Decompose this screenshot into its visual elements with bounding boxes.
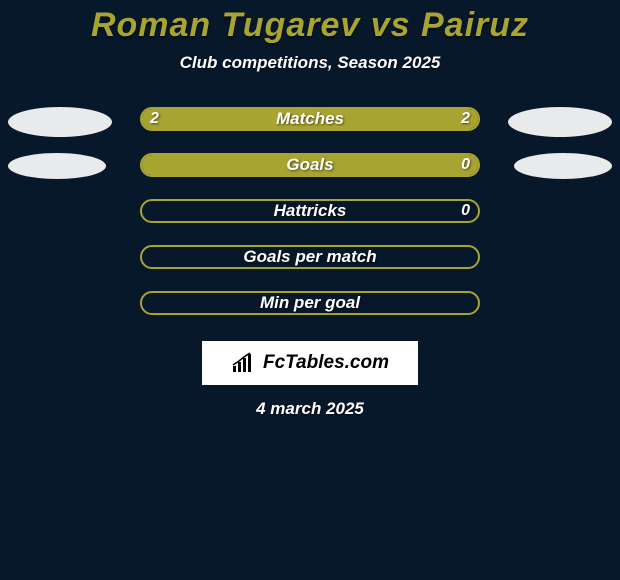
stat-row: Hattricks0 bbox=[0, 199, 620, 245]
player-avatar-left bbox=[8, 107, 112, 137]
stat-bar-left bbox=[142, 109, 310, 129]
player-avatar-left bbox=[8, 153, 106, 179]
stat-bar-track bbox=[140, 153, 480, 177]
stat-bar-right bbox=[310, 109, 478, 129]
subtitle: Club competitions, Season 2025 bbox=[0, 53, 620, 73]
comparison-infographic: Roman Tugarev vs Pairuz Club competition… bbox=[0, 0, 620, 580]
page-title: Roman Tugarev vs Pairuz bbox=[0, 0, 620, 45]
stat-bar-track bbox=[140, 245, 480, 269]
brand-badge: FcTables.com bbox=[202, 341, 418, 385]
chart-bars-icon bbox=[231, 352, 257, 374]
stat-row: Goals per match bbox=[0, 245, 620, 291]
stat-row: Matches22 bbox=[0, 107, 620, 153]
stat-row: Goals0 bbox=[0, 153, 620, 199]
player-avatar-right bbox=[514, 153, 612, 179]
stat-bar-track bbox=[140, 199, 480, 223]
stat-rows: Matches22Goals0Hattricks0Goals per match… bbox=[0, 107, 620, 337]
stat-bar-track bbox=[140, 291, 480, 315]
player-avatar-right bbox=[508, 107, 612, 137]
stat-bar-left bbox=[142, 155, 478, 175]
stat-row: Min per goal bbox=[0, 291, 620, 337]
stat-bar-track bbox=[140, 107, 480, 131]
brand-text: FcTables.com bbox=[263, 352, 389, 374]
date-label: 4 march 2025 bbox=[0, 399, 620, 419]
